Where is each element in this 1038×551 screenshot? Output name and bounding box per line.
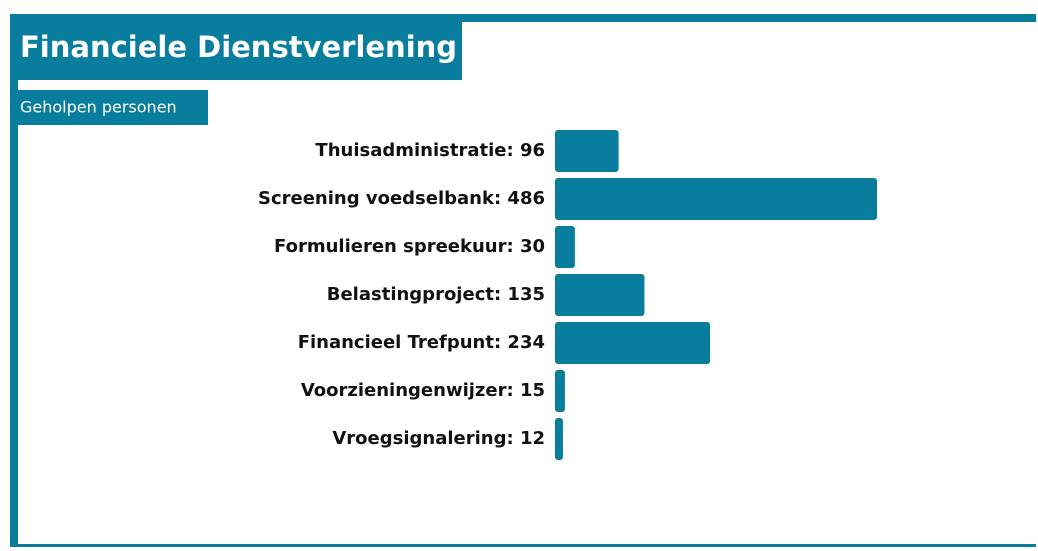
bar [555, 370, 565, 412]
subtitle-box [10, 90, 208, 125]
bar-label: Vroegsignalering: 12 [332, 428, 545, 449]
frame-bottom [10, 544, 1036, 547]
bar [555, 418, 563, 460]
bar-label: Voorzieningenwijzer: 15 [301, 380, 545, 401]
frame-top [10, 14, 1036, 22]
bar [555, 274, 645, 316]
bar [555, 178, 877, 220]
bar [555, 226, 575, 268]
bar-label: Thuisadministratie: 96 [315, 140, 545, 161]
bar-label: Formulieren spreekuur: 30 [274, 236, 545, 257]
bar-label: Screening voedselbank: 486 [258, 188, 545, 209]
bar [555, 322, 711, 364]
bar-label: Belastingproject: 135 [327, 284, 545, 305]
title-box [10, 14, 462, 80]
frame-left [10, 14, 18, 547]
chart-subtitle: Geholpen personen [20, 98, 177, 117]
chart-title: Financiele Dienstverlening [20, 30, 457, 64]
bar-label: Financieel Trefpunt: 234 [298, 332, 545, 353]
bar [555, 130, 619, 172]
